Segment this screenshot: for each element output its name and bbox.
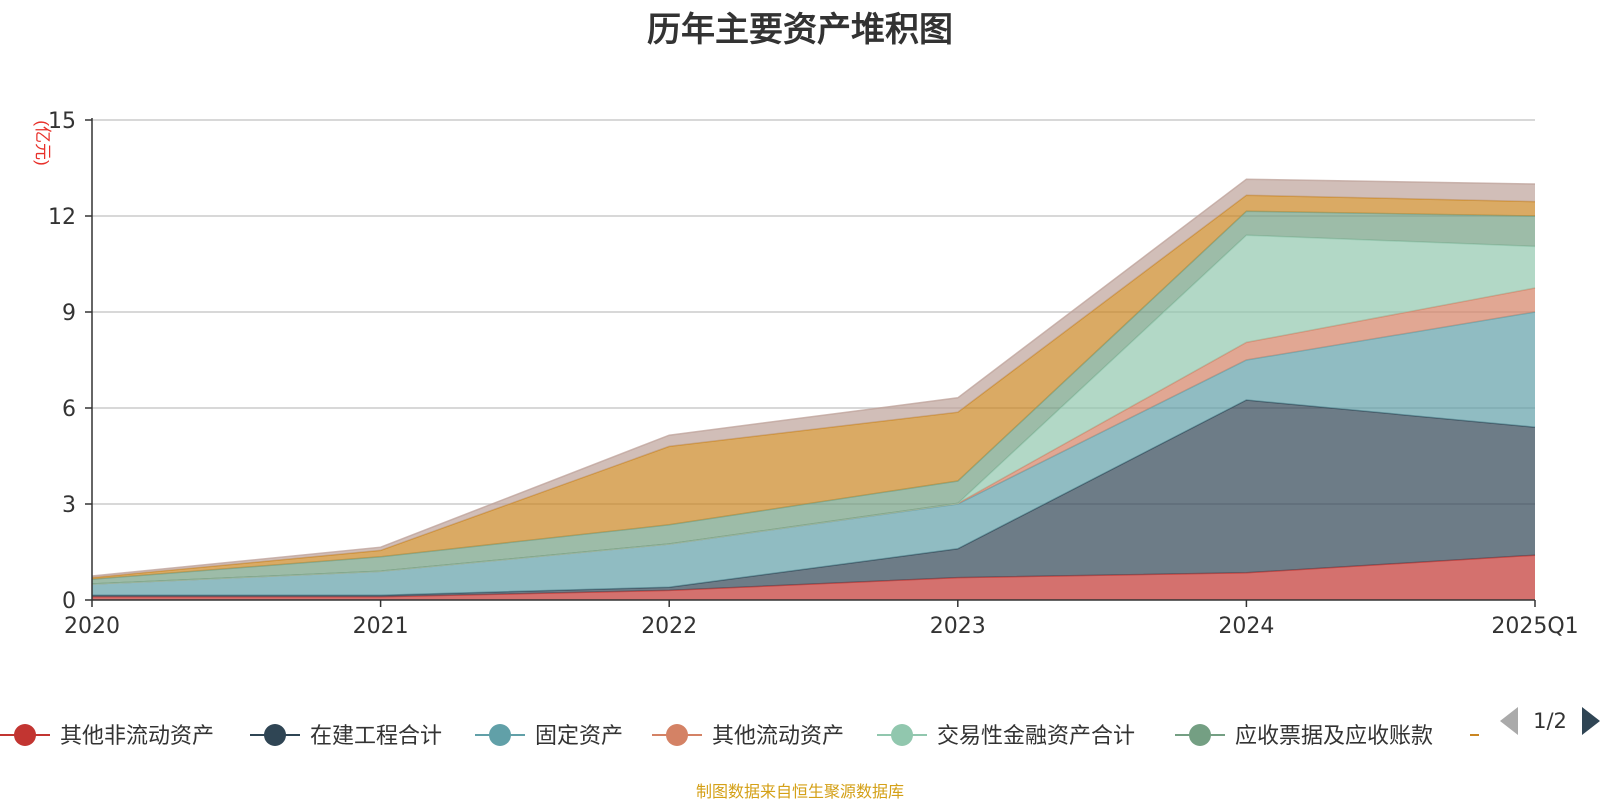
y-tick-label: 9 [62,301,76,326]
legend-item[interactable]: 其他非流动资产 [0,724,214,749]
area-series-2[interactable] [92,312,1535,596]
legend-marker-dot [1189,724,1211,746]
area-series [91,178,1536,600]
y-tick-label: 12 [48,205,76,230]
legend-label: 在建工程合计 [310,724,442,749]
area-series-4[interactable] [92,235,1535,584]
legend-label: 固定资产 [535,724,623,749]
x-tick-label: 2020 [64,614,120,639]
legend-label: 交易性金融资产合计 [937,724,1135,749]
x-tick-label: 2025Q1 [1491,614,1578,639]
y-axis-unit-label: (亿元) [33,120,52,165]
x-tick-label: 2023 [930,614,986,639]
x-tick-label: 2022 [641,614,697,639]
legend-pager: 1/2 [1500,707,1600,735]
area-series-0[interactable] [92,555,1535,600]
legend-marker-dot [489,724,511,746]
area-series-1[interactable] [92,400,1535,597]
legend: 其他非流动资产 在建工程合计 固定资产 其他流动资产 交易性金融资产合计 应收票据及应收账… [0,724,1479,749]
series-line-7 [91,178,1536,577]
legend-prev-icon[interactable] [1500,707,1518,735]
chart-title: 历年主要资产堆积图 [647,10,953,50]
area-series-3[interactable] [92,288,1535,584]
y-tick-label: 6 [62,397,76,422]
legend-item[interactable]: 应收票据及应收账款 [1175,724,1433,749]
x-tick-label: 2024 [1218,614,1274,639]
legend-item[interactable]: 其他流动资产 [652,724,844,749]
area-series-5[interactable] [92,211,1535,584]
legend-marker-dot [14,724,36,746]
y-tick-label: 15 [48,109,76,134]
legend-label: 应收票据及应收账款 [1235,724,1433,749]
source-note: 制图数据来自恒生聚源数据库 [695,782,904,801]
legend-item[interactable]: 在建工程合计 [250,724,442,749]
legend-page-indicator: 1/2 [1533,709,1567,733]
x-tick-label: 2021 [353,614,409,639]
area-series-6[interactable] [92,195,1535,580]
y-tick-label: 0 [62,589,76,614]
legend-item[interactable]: 交易性金融资产合计 [877,724,1135,749]
legend-label: 其他非流动资产 [60,724,214,749]
legend-item[interactable]: 固定资产 [475,724,623,749]
legend-marker-dot [891,724,913,746]
y-tick-label: 3 [62,493,76,518]
legend-next-icon[interactable] [1582,707,1600,735]
axes: 0 3 6 9 12 15 2020 2021 2022 2023 2024 2025Q1 [48,109,1579,639]
legend-marker-dot [264,724,286,746]
legend-marker-dot [666,724,688,746]
legend-label: 其他流动资产 [712,724,844,749]
